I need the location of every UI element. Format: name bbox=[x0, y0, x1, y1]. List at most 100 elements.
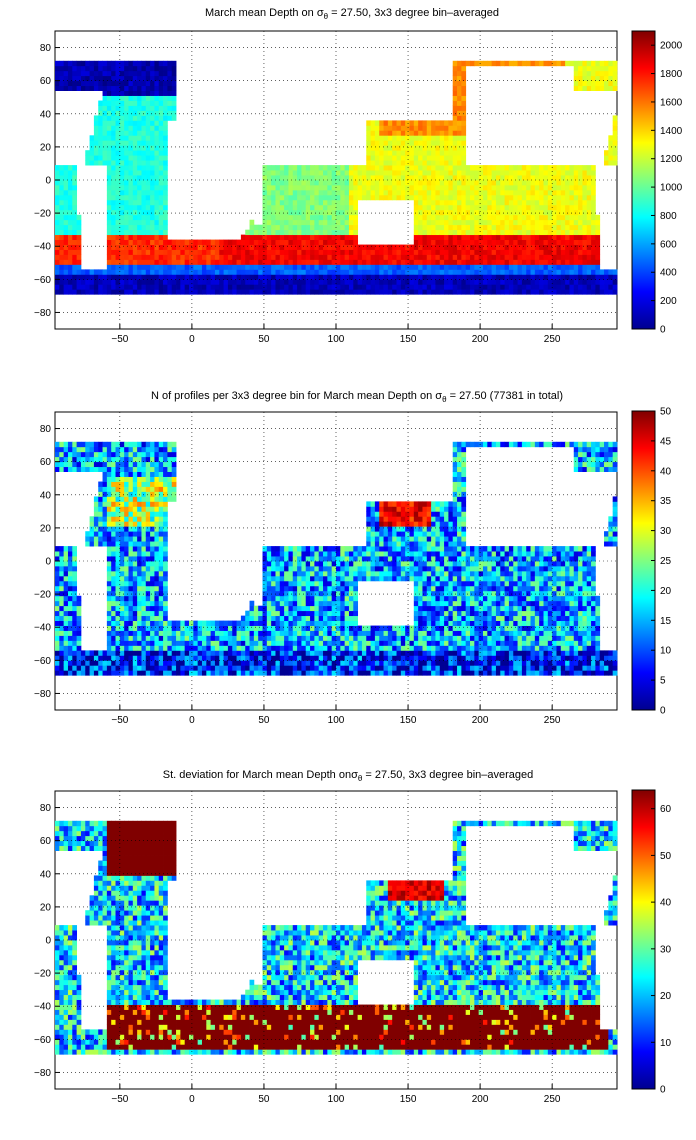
data-cell bbox=[158, 65, 164, 72]
data-cell bbox=[154, 184, 160, 191]
data-cell bbox=[154, 565, 160, 572]
data-cell bbox=[547, 219, 553, 226]
data-cell bbox=[124, 229, 129, 236]
data-cell bbox=[344, 180, 350, 186]
data-cell bbox=[137, 175, 142, 181]
data-cell bbox=[323, 269, 328, 275]
data-cell bbox=[305, 165, 311, 171]
data-cell bbox=[163, 219, 168, 226]
data-cell bbox=[249, 660, 255, 666]
data-cell bbox=[137, 565, 142, 572]
data-cell bbox=[141, 486, 147, 492]
data-cell bbox=[106, 80, 112, 87]
data-cell bbox=[119, 199, 125, 206]
data-cell bbox=[452, 135, 458, 141]
data-cell bbox=[565, 189, 570, 196]
data-cell bbox=[396, 284, 402, 290]
data-cell bbox=[361, 279, 367, 285]
data-cell bbox=[137, 254, 142, 260]
data-cell bbox=[67, 665, 73, 671]
data-cell bbox=[413, 284, 419, 290]
data-cell bbox=[387, 155, 393, 161]
data-cell bbox=[80, 75, 86, 82]
data-cell bbox=[461, 70, 467, 77]
data-cell bbox=[132, 506, 138, 512]
data-cell bbox=[119, 531, 125, 537]
data-cell bbox=[145, 145, 151, 151]
data-cell bbox=[124, 95, 129, 101]
data-cell bbox=[184, 269, 190, 275]
data-cell bbox=[495, 170, 501, 176]
data-cell bbox=[236, 239, 242, 245]
data-cell bbox=[513, 244, 518, 250]
data-cell bbox=[163, 451, 168, 458]
data-cell bbox=[482, 189, 488, 196]
data-cell bbox=[98, 541, 103, 547]
data-cell bbox=[292, 269, 298, 275]
data-cell bbox=[482, 175, 488, 181]
data-cell bbox=[275, 585, 281, 592]
data-cell bbox=[521, 165, 527, 171]
data-cell bbox=[547, 259, 553, 265]
data-cell bbox=[292, 274, 298, 280]
data-cell bbox=[400, 249, 406, 255]
data-cell bbox=[63, 184, 69, 191]
data-cell bbox=[158, 110, 164, 116]
data-cell bbox=[413, 125, 419, 131]
data-cell bbox=[154, 244, 160, 250]
data-cell bbox=[591, 70, 596, 77]
data-cell bbox=[539, 60, 544, 67]
data-cell bbox=[132, 85, 138, 91]
data-cell bbox=[158, 585, 164, 592]
data-cell bbox=[340, 170, 346, 176]
data-cell bbox=[145, 481, 151, 487]
data-cell bbox=[158, 279, 164, 285]
data-cell bbox=[176, 239, 181, 245]
data-cell bbox=[366, 120, 371, 126]
data-cell bbox=[119, 660, 125, 666]
data-cell bbox=[314, 219, 320, 226]
data-cell bbox=[154, 610, 160, 617]
data-cell bbox=[292, 214, 298, 221]
data-cell bbox=[370, 155, 376, 161]
data-cell bbox=[124, 264, 129, 270]
data-cell bbox=[236, 254, 242, 260]
data-cell bbox=[145, 590, 151, 597]
data-cell bbox=[457, 170, 462, 176]
data-cell bbox=[180, 645, 186, 651]
data-cell bbox=[370, 184, 376, 191]
data-cell bbox=[504, 219, 510, 226]
data-cell bbox=[457, 274, 462, 280]
data-cell bbox=[279, 620, 285, 626]
data-cell bbox=[63, 234, 69, 240]
data-cell bbox=[457, 269, 462, 275]
data-cell bbox=[595, 70, 601, 77]
data-cell bbox=[93, 451, 99, 458]
data-cell bbox=[158, 180, 164, 186]
data-cell bbox=[383, 145, 389, 151]
data-cell bbox=[158, 264, 164, 270]
data-cell bbox=[132, 219, 138, 226]
data-cell bbox=[517, 229, 523, 236]
data-cell bbox=[158, 570, 164, 577]
data-cell bbox=[595, 279, 601, 285]
data-cell bbox=[128, 65, 134, 72]
data-cell bbox=[249, 635, 255, 641]
data-cell bbox=[452, 219, 458, 226]
data-cell bbox=[72, 224, 78, 231]
data-cell bbox=[413, 289, 419, 295]
data-cell bbox=[180, 640, 186, 646]
data-cell bbox=[461, 115, 467, 121]
data-cell bbox=[578, 229, 583, 236]
data-cell bbox=[232, 660, 237, 666]
data-cell bbox=[586, 199, 592, 206]
data-cell bbox=[59, 65, 65, 72]
data-cell bbox=[500, 249, 505, 255]
data-cell bbox=[240, 665, 246, 671]
data-cell bbox=[526, 219, 531, 226]
data-cell bbox=[219, 655, 224, 661]
data-cell bbox=[591, 65, 596, 72]
data-cell bbox=[353, 170, 359, 176]
data-cell bbox=[137, 214, 142, 221]
data-cell bbox=[132, 446, 138, 453]
